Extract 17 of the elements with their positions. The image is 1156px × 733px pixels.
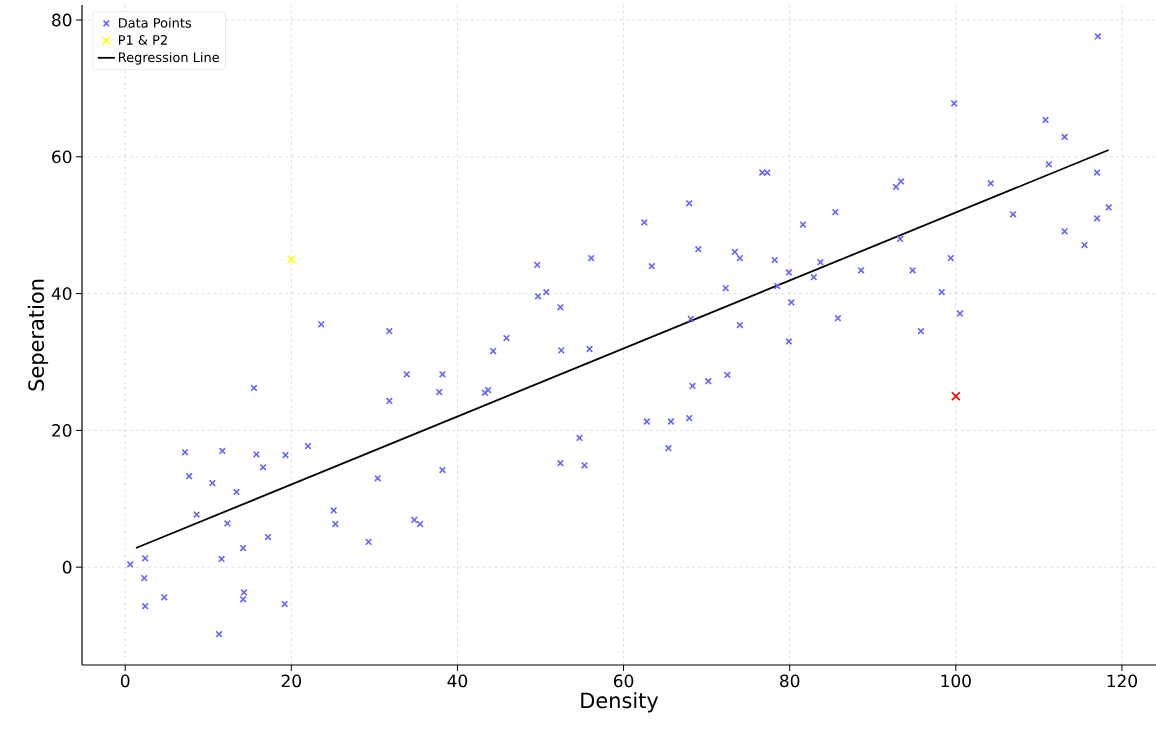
x-axis-title: Density [581, 692, 659, 713]
y-tick-label: 0 [62, 560, 72, 574]
x-tick-label: 80 [780, 674, 800, 688]
y-tick-label: 40 [51, 287, 72, 300]
x-tick-label: 60 [613, 674, 634, 688]
x-tick-label: 100 [941, 674, 971, 688]
y-tick-label: 20 [52, 423, 72, 437]
x-tick-label: 0 [120, 674, 130, 688]
x-tick-label: 20 [281, 674, 301, 688]
legend-label: P1 & P2 [118, 35, 167, 45]
y-tick-label: 80 [52, 13, 72, 27]
legend-label: Data Points [118, 17, 192, 28]
x-tick-label: 40 [447, 674, 468, 688]
y-axis-title: Seperation [27, 279, 49, 391]
y-tick-label: 60 [52, 150, 72, 164]
x-tick-label: 120 [1107, 674, 1137, 688]
legend-label: Regression Line [118, 52, 219, 65]
